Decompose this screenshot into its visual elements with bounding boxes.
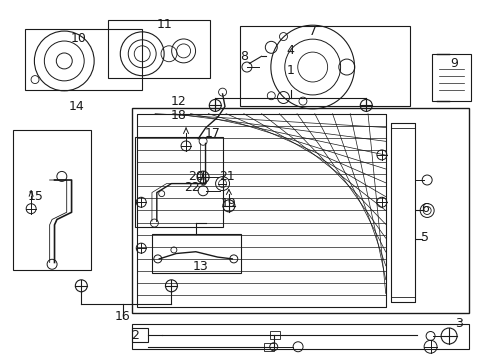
Text: 19: 19 [221, 197, 236, 210]
Bar [264, 343, 273, 351]
Bar [13, 130, 91, 270]
Text: 10: 10 [71, 32, 87, 45]
Text: 9: 9 [449, 57, 457, 70]
Bar [108, 21, 210, 78]
Text: 15: 15 [28, 190, 44, 203]
Bar [431, 54, 470, 101]
Text: 4: 4 [286, 44, 294, 57]
Bar [152, 234, 240, 273]
Text: 21: 21 [219, 170, 235, 183]
Text: 1: 1 [286, 64, 294, 77]
Bar [390, 123, 414, 302]
Text: 13: 13 [192, 260, 208, 273]
Bar [132, 108, 468, 313]
Text: 5: 5 [420, 231, 428, 244]
Bar [239, 26, 409, 107]
Bar [137, 114, 385, 307]
Bar [132, 328, 148, 342]
Text: 11: 11 [156, 18, 172, 31]
Text: 12: 12 [170, 95, 186, 108]
Bar [390, 297, 414, 302]
Text: 20: 20 [187, 170, 203, 183]
Text: 16: 16 [115, 310, 130, 323]
Text: 3: 3 [454, 317, 462, 330]
Bar [390, 123, 414, 128]
Text: 22: 22 [184, 181, 200, 194]
Text: 2: 2 [131, 329, 139, 342]
Text: 7: 7 [308, 25, 316, 38]
Bar [25, 30, 142, 90]
Bar [132, 324, 468, 349]
Text: 6: 6 [420, 202, 428, 215]
Text: 8: 8 [240, 50, 248, 63]
Bar [269, 330, 279, 339]
Bar [135, 137, 222, 226]
Text: 18: 18 [170, 109, 186, 122]
Text: 14: 14 [68, 100, 84, 113]
Text: 17: 17 [204, 127, 220, 140]
